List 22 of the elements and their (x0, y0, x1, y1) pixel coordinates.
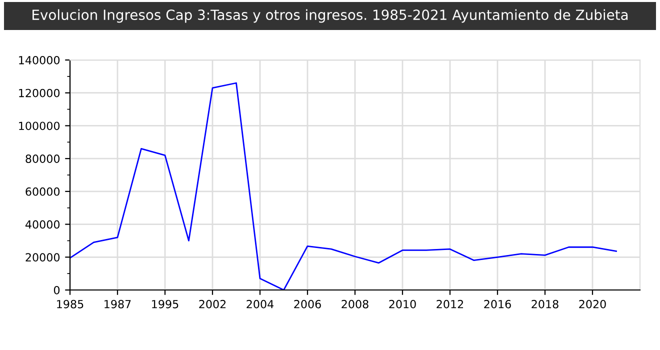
y-tick-label: 80000 (26, 154, 60, 163)
x-tick-label: 2020 (579, 300, 606, 308)
x-tick-label: 1987 (104, 300, 131, 308)
y-tick-label: 0 (54, 286, 60, 294)
x-tick-label: 2008 (342, 300, 368, 308)
x-tick-label: 2016 (484, 300, 511, 308)
y-tick-label: 100000 (19, 122, 60, 130)
y-tick-label: 40000 (25, 220, 60, 229)
x-tick-label: 2018 (532, 300, 558, 308)
x-tick-label: 2006 (294, 300, 321, 308)
chart-title: Evolucion Ingresos Cap 3:Tasas y otros ingresos. 1985-2021 Ayuntamiento de Zubieta (32, 9, 628, 23)
x-tick-label: 2002 (199, 300, 226, 308)
y-tick-label: 20000 (26, 253, 60, 262)
x-tick-label: 2012 (436, 300, 464, 308)
x-tick-label: 1995 (152, 300, 178, 308)
y-tick-label: 140000 (19, 56, 60, 64)
y-tick-label: 60000 (26, 187, 60, 196)
line-series (70, 82, 617, 290)
x-tick-label: 2004 (246, 300, 274, 308)
x-tick-label: 1985 (57, 300, 84, 308)
y-tick-label: 120000 (19, 88, 60, 98)
x-tick-label: 2010 (389, 300, 416, 308)
